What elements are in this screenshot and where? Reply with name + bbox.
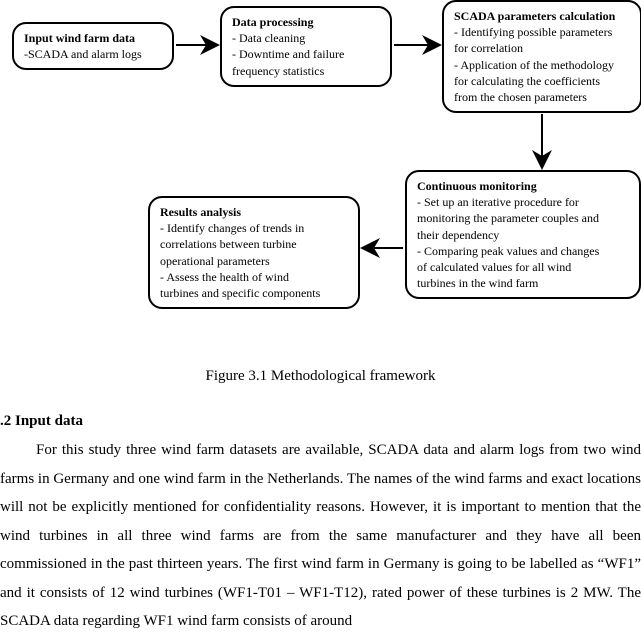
flow-node-body: - Data cleaning - Downtime and failure f… xyxy=(232,30,380,79)
figure-caption: Figure 3.1 Methodological framework xyxy=(0,368,641,385)
flow-node-body: - Identifying possible parameters for co… xyxy=(454,24,630,105)
section-heading: .2 Input data xyxy=(0,413,641,430)
body-paragraph: For this study three wind farm datasets … xyxy=(0,436,641,636)
flow-node-body: -SCADA and alarm logs xyxy=(24,46,162,62)
flow-node-title: Results analysis xyxy=(160,204,348,220)
flow-node-results: Results analysis- Identify changes of tr… xyxy=(148,196,360,309)
flow-node-title: Data processing xyxy=(232,14,380,30)
flow-node-monitoring: Continuous monitoring- Set up an iterati… xyxy=(405,170,641,299)
flow-node-title: SCADA parameters calculation xyxy=(454,8,630,24)
flow-node-title: Continuous monitoring xyxy=(417,178,629,194)
flow-node-input: Input wind farm data-SCADA and alarm log… xyxy=(12,22,174,70)
flow-node-scada: SCADA parameters calculation- Identifyin… xyxy=(442,0,641,113)
flow-node-title: Input wind farm data xyxy=(24,30,162,46)
flow-node-processing: Data processing- Data cleaning - Downtim… xyxy=(220,6,392,87)
methodology-flowchart: Input wind farm data-SCADA and alarm log… xyxy=(0,0,641,360)
flow-node-body: - Identify changes of trends in correlat… xyxy=(160,220,348,301)
flow-node-body: - Set up an iterative procedure for moni… xyxy=(417,194,629,291)
